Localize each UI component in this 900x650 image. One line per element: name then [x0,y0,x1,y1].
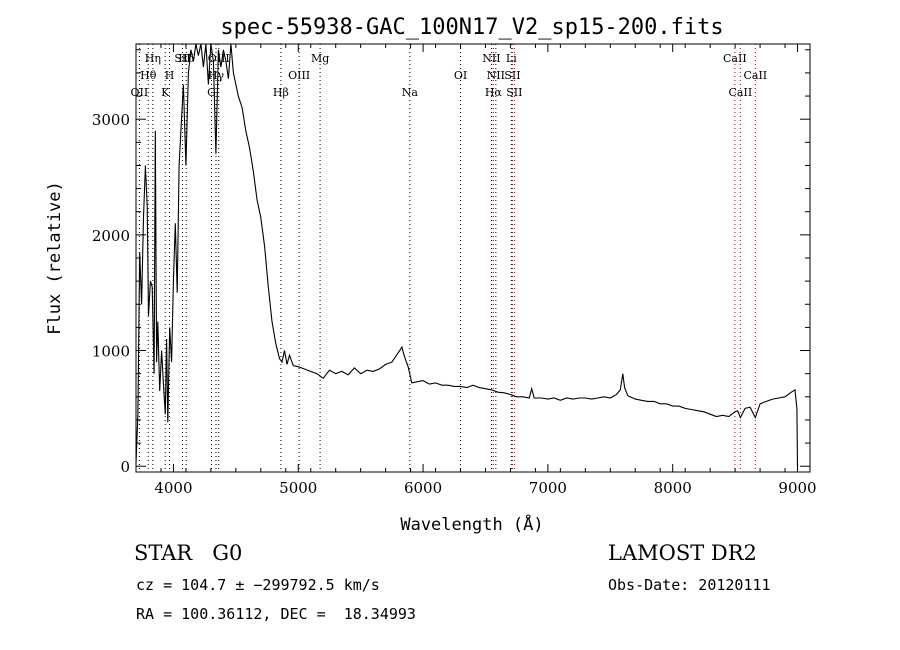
x-tick-label: 8000 [654,479,692,497]
y-tick-label: 2000 [92,227,130,245]
x-tick-label: 4000 [154,479,192,497]
survey-name: LAMOST DR2 [608,541,757,565]
line-marker-label: Hη [145,52,161,65]
line-marker-label: Hα [485,86,503,99]
x-tick-label: 7000 [529,479,567,497]
x-tick-label: 6000 [404,479,442,497]
line-marker-label: NII [487,69,505,82]
line-marker-label: Mg [311,52,329,65]
line-marker-label: Na [402,86,419,99]
line-marker-label: CaII [729,86,753,99]
plot-frame [135,43,811,473]
object-class: STAR G0 [134,541,243,565]
line-marker-label: OIII [288,69,310,82]
line-marker-label: Li [506,52,517,65]
line-marker-label: OII [131,86,149,99]
line-marker-label: SII [174,52,190,65]
y-tick-label: 1000 [92,343,130,361]
line-marker-label: G [207,86,216,99]
axis-ticks: 4000 5000 6000 7000 8000 9000 0 1000 2000 3000 [92,44,817,497]
y-axis-label: Flux (relative) [45,181,65,335]
line-marker-label: CaII [723,52,747,65]
line-markers: OIIHθHηKHSIIHδGHγOIIIHβOIIIMgNaOINIIHαNI… [131,44,767,472]
line-marker-label: Hθ [140,69,157,82]
line-marker-label: SII [506,86,522,99]
redshift-text: cz = 104.7 ± −299792.5 km/s [136,576,380,594]
line-marker-label: SII [504,69,520,82]
line-marker-label: H [165,69,175,82]
y-tick-label: 3000 [92,111,130,129]
x-axis-label: Wavelength (Å) [400,513,543,535]
y-tick-label: 0 [120,458,130,476]
line-marker-label: Hβ [273,86,289,99]
line-marker-label: CaII [743,69,767,82]
line-marker-label: Hγ [208,69,225,82]
coordinates: RA = 100.36112, DEC = 18.34993 [136,605,416,623]
spectrum-line [135,43,799,467]
line-marker-label: K [161,86,170,99]
chart-title: spec-55938-GAC_100N17_V2_sp15-200.fits [220,15,723,40]
line-marker-label: OI [454,69,467,82]
line-marker-label: NII [482,52,500,65]
x-tick-label: 9000 [778,479,816,497]
obs-date: Obs-Date: 20120111 [608,576,771,594]
x-tick-label: 5000 [279,479,317,497]
